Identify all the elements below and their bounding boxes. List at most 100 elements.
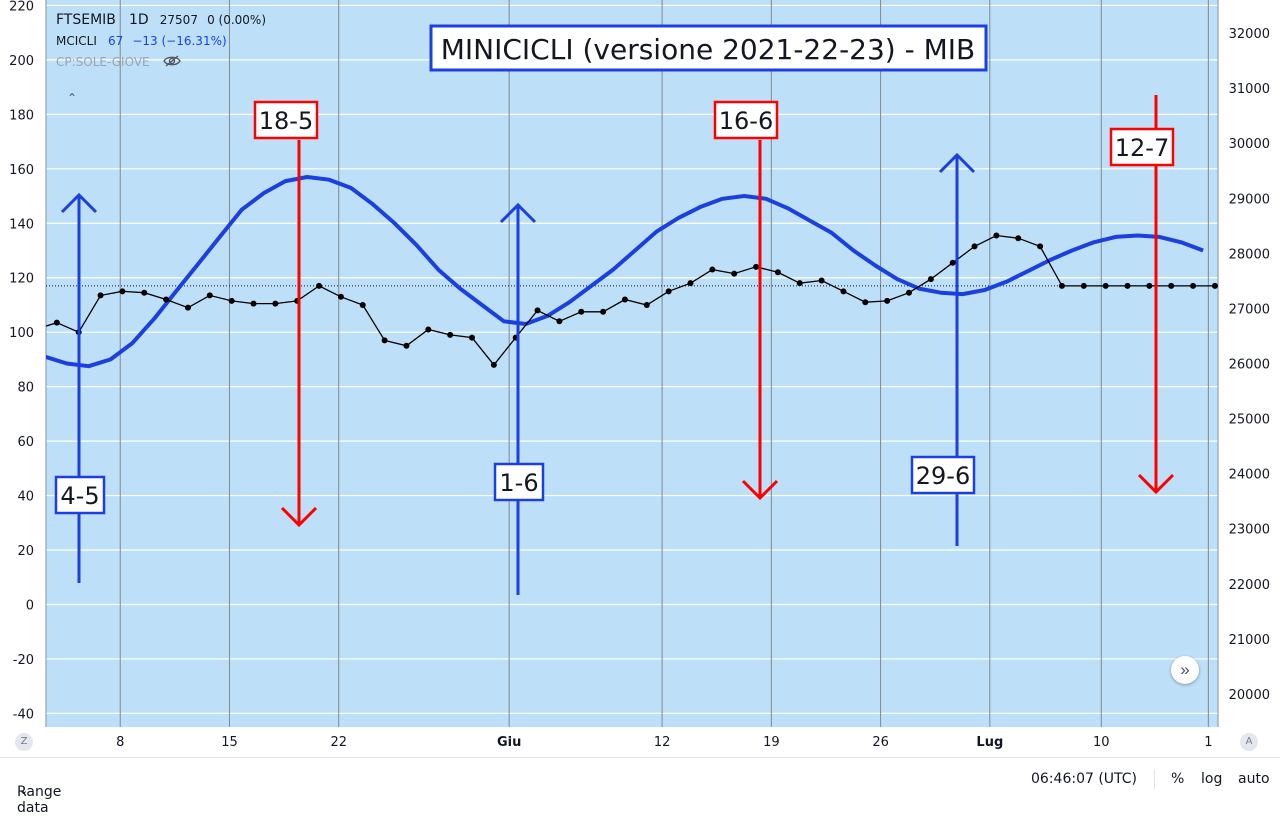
toolbar-divider bbox=[1154, 769, 1155, 789]
left-axis-tick-label: 140 bbox=[9, 217, 34, 232]
legend-symbol[interactable]: FTSEMIB bbox=[56, 12, 116, 28]
price-point bbox=[600, 308, 607, 315]
right-axis-tick-label: 20000 bbox=[1229, 688, 1270, 703]
chart-title-box: MINICICLI (versione 2021-22-23) - MIB bbox=[429, 24, 988, 72]
arrow-head bbox=[741, 479, 779, 501]
series-layer bbox=[46, 175, 1218, 369]
cycle-series-line bbox=[46, 175, 1204, 369]
annotation-arrows: 4-5 18-5 1-6 16-6 29-6 12-7 bbox=[54, 95, 1175, 595]
price-point bbox=[163, 296, 170, 303]
annotation-down-arrow: 12-7 bbox=[1109, 95, 1175, 495]
price-point bbox=[1124, 282, 1131, 289]
price-point bbox=[1146, 282, 1153, 289]
time-axis-tick-label: Lug bbox=[976, 735, 1003, 750]
price-point bbox=[119, 288, 126, 295]
double-chevron-right-icon[interactable]: » bbox=[1171, 656, 1199, 684]
auto-scale-corner-button[interactable]: A bbox=[1240, 733, 1258, 751]
right-axis-tick-label: 21000 bbox=[1229, 633, 1270, 648]
annotation-label-box bbox=[54, 475, 106, 515]
legend-price: 27507 bbox=[159, 13, 198, 27]
price-point bbox=[97, 292, 104, 299]
price-point bbox=[906, 289, 912, 296]
left-axis-tick-label: 220 bbox=[9, 0, 34, 14]
clock-time[interactable]: 06:46:07 (UTC) bbox=[1031, 771, 1138, 787]
price-point bbox=[337, 293, 344, 300]
right-axis-tick-label: 22000 bbox=[1229, 578, 1270, 593]
price-point bbox=[250, 300, 257, 307]
price-point bbox=[818, 277, 825, 284]
price-point bbox=[643, 301, 650, 308]
chart-legend: FTSEMIB 1D 27507 0 (0.00%) MCICLI 67 −13… bbox=[56, 8, 266, 71]
time-zone-button[interactable]: Z bbox=[15, 733, 33, 751]
price-point bbox=[665, 288, 672, 295]
price-point bbox=[753, 263, 760, 270]
percent-toggle[interactable]: % bbox=[1171, 771, 1185, 787]
left-axis-tick-label: 80 bbox=[17, 381, 34, 396]
time-axis-tick-label: 15 bbox=[221, 735, 238, 750]
legend-indicator-value: 67 bbox=[107, 34, 124, 48]
time-axis-tick-label: 26 bbox=[872, 735, 889, 750]
left-axis-tick-label: -40 bbox=[13, 707, 34, 722]
left-axis-tick-label: 40 bbox=[17, 490, 34, 505]
chevron-up-icon[interactable]: ⌃ bbox=[66, 91, 78, 105]
time-axis-tick-label: 22 bbox=[330, 735, 347, 750]
arrow-head bbox=[60, 192, 98, 214]
left-axis-tick-label: 60 bbox=[17, 435, 34, 450]
price-point bbox=[687, 280, 694, 287]
right-axis-tick-label: 32000 bbox=[1229, 27, 1270, 42]
time-axis-tick-label: 10 bbox=[1093, 735, 1110, 750]
annotation-label: 1-6 bbox=[499, 469, 538, 497]
price-point bbox=[949, 259, 956, 266]
price-point bbox=[1037, 243, 1044, 250]
price-point bbox=[359, 301, 366, 308]
price-point bbox=[862, 299, 869, 306]
time-axis[interactable]: 8 15 22 Giu 12 19 26 Lug 10 1 bbox=[116, 735, 1212, 750]
arrow-head bbox=[280, 506, 318, 528]
legend-cp-row[interactable]: CP:SOLE-GIOVE bbox=[56, 50, 266, 71]
price-point bbox=[469, 334, 475, 341]
right-axis-tick-label: 23000 bbox=[1229, 523, 1270, 538]
right-axis-tick-label: 27000 bbox=[1229, 302, 1270, 317]
log-toggle[interactable]: log bbox=[1201, 771, 1223, 787]
annotation-label: 18-5 bbox=[259, 107, 313, 135]
right-price-axis[interactable]: 32000 31000 30000 29000 28000 27000 26000 25000… bbox=[1217, 0, 1270, 727]
price-point bbox=[884, 297, 891, 304]
price-point bbox=[1190, 282, 1197, 289]
price-point bbox=[731, 270, 738, 277]
left-axis-tick-label: 120 bbox=[9, 272, 34, 287]
annotation-label-box bbox=[910, 455, 976, 495]
left-axis-tick-label: -20 bbox=[13, 653, 34, 668]
annotation-up-arrow: 29-6 bbox=[910, 152, 976, 546]
legend-interval[interactable]: 1D bbox=[129, 12, 149, 28]
right-axis-tick-label: 29000 bbox=[1229, 192, 1270, 207]
eye-off-icon[interactable] bbox=[162, 51, 181, 72]
chart-title: MINICICLI (versione 2021-22-23) - MIB bbox=[441, 33, 976, 66]
legend-cp-label[interactable]: CP:SOLE-GIOVE bbox=[56, 55, 150, 69]
legend-indicator-name[interactable]: MCICLI bbox=[56, 34, 97, 48]
left-axis-tick-label: 0 bbox=[26, 598, 34, 613]
chevron-down-icon: ⌄ bbox=[19, 784, 29, 797]
price-point bbox=[927, 276, 934, 283]
price-point bbox=[403, 342, 410, 349]
legend-symbol-row[interactable]: FTSEMIB 1D 27507 0 (0.00%) bbox=[56, 8, 266, 29]
price-point bbox=[971, 243, 978, 250]
price-point bbox=[1015, 235, 1022, 242]
price-point bbox=[993, 232, 1000, 239]
price-point bbox=[534, 307, 541, 314]
price-point bbox=[184, 304, 191, 311]
auto-toggle[interactable]: auto bbox=[1238, 771, 1270, 787]
price-point bbox=[381, 337, 388, 344]
time-axis-tick-label: 19 bbox=[763, 735, 780, 750]
price-point bbox=[621, 296, 628, 303]
legend-indicator-row[interactable]: MCICLI 67 −13 (−16.31%) bbox=[56, 29, 266, 50]
price-point bbox=[228, 297, 235, 304]
price-point bbox=[1211, 282, 1218, 289]
annotation-label: 29-6 bbox=[916, 462, 970, 490]
price-point bbox=[272, 300, 279, 307]
price-point bbox=[578, 308, 585, 315]
annotation-label-box bbox=[493, 462, 545, 502]
price-point bbox=[709, 266, 716, 273]
left-axis-tick-label: 20 bbox=[17, 544, 34, 559]
